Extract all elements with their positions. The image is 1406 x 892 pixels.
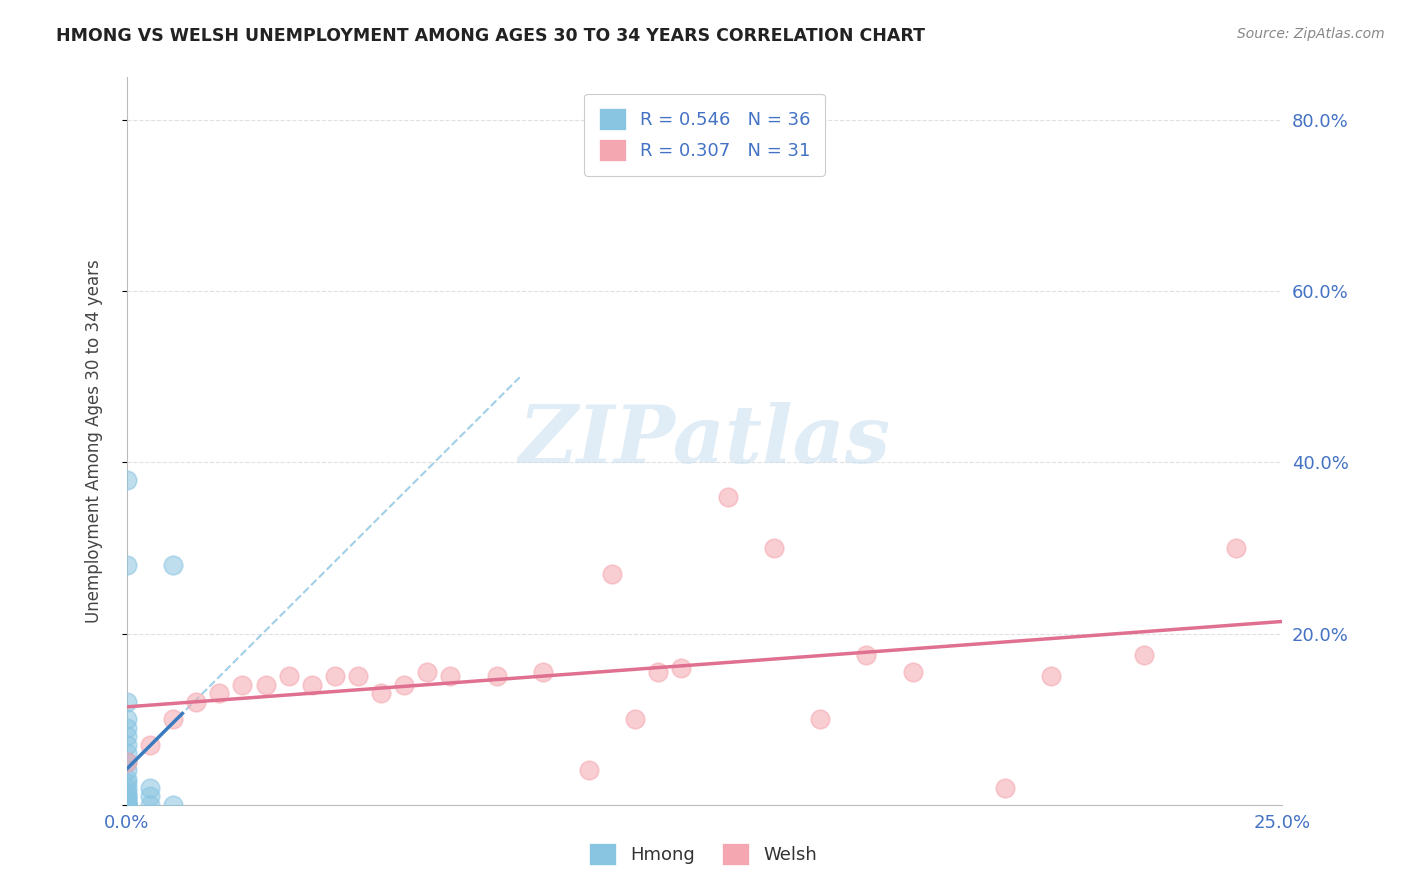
Point	[254, 678, 277, 692]
Point	[115, 797, 138, 812]
Point	[115, 712, 138, 726]
Point	[485, 669, 508, 683]
Point	[115, 776, 138, 790]
Point	[162, 558, 184, 573]
Point	[994, 780, 1017, 795]
Point	[531, 665, 554, 679]
Point	[115, 755, 138, 769]
Point	[115, 797, 138, 812]
Point	[370, 686, 392, 700]
Point	[115, 793, 138, 807]
Point	[115, 797, 138, 812]
Point	[115, 797, 138, 812]
Point	[115, 764, 138, 778]
Point	[115, 695, 138, 709]
Point	[808, 712, 831, 726]
Point	[1132, 648, 1154, 662]
Point	[231, 678, 253, 692]
Point	[115, 797, 138, 812]
Point	[115, 473, 138, 487]
Point	[139, 780, 162, 795]
Point	[301, 678, 323, 692]
Point	[139, 789, 162, 804]
Point	[578, 764, 600, 778]
Point	[115, 755, 138, 769]
Point	[115, 721, 138, 735]
Point	[115, 738, 138, 752]
Point	[115, 797, 138, 812]
Point	[717, 490, 740, 504]
Point	[115, 558, 138, 573]
Point	[186, 695, 208, 709]
Point	[624, 712, 647, 726]
Text: HMONG VS WELSH UNEMPLOYMENT AMONG AGES 30 TO 34 YEARS CORRELATION CHART: HMONG VS WELSH UNEMPLOYMENT AMONG AGES 3…	[56, 27, 925, 45]
Point	[115, 780, 138, 795]
Point	[416, 665, 439, 679]
Point	[671, 661, 693, 675]
Legend: Hmong, Welsh: Hmong, Welsh	[579, 834, 827, 874]
Point	[1040, 669, 1063, 683]
Point	[392, 678, 415, 692]
Point	[600, 566, 623, 581]
Point	[115, 797, 138, 812]
Point	[347, 669, 370, 683]
Point	[855, 648, 877, 662]
Point	[762, 541, 785, 555]
Point	[1225, 541, 1247, 555]
Legend: R = 0.546   N = 36, R = 0.307   N = 31: R = 0.546 N = 36, R = 0.307 N = 31	[583, 94, 825, 176]
Point	[115, 772, 138, 786]
Point	[115, 747, 138, 761]
Point	[115, 793, 138, 807]
Point	[115, 797, 138, 812]
Point	[115, 797, 138, 812]
Point	[115, 797, 138, 812]
Point	[208, 686, 231, 700]
Text: Source: ZipAtlas.com: Source: ZipAtlas.com	[1237, 27, 1385, 41]
Text: ZIPatlas: ZIPatlas	[519, 402, 890, 480]
Point	[115, 789, 138, 804]
Point	[115, 729, 138, 743]
Point	[162, 712, 184, 726]
Point	[115, 785, 138, 799]
Point	[115, 797, 138, 812]
Point	[115, 789, 138, 804]
Point	[323, 669, 346, 683]
Point	[115, 797, 138, 812]
Point	[901, 665, 924, 679]
Point	[277, 669, 299, 683]
Point	[115, 797, 138, 812]
Y-axis label: Unemployment Among Ages 30 to 34 years: Unemployment Among Ages 30 to 34 years	[86, 260, 103, 623]
Point	[439, 669, 461, 683]
Point	[139, 797, 162, 812]
Point	[139, 738, 162, 752]
Point	[647, 665, 669, 679]
Point	[162, 797, 184, 812]
